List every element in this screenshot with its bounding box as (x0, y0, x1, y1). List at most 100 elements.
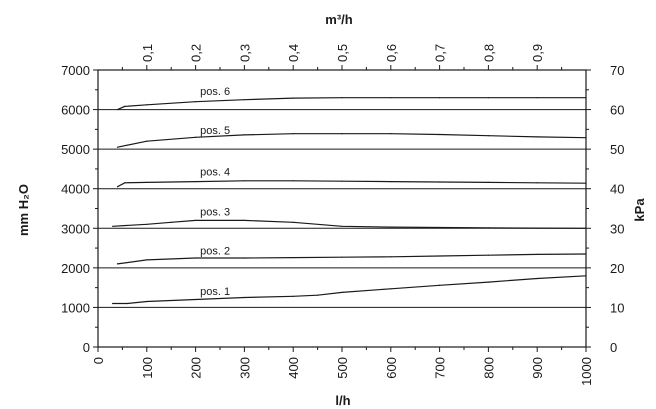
x-tick-label-900: 900 (530, 357, 545, 379)
series-3-point-0 (112, 225, 114, 227)
series-4-point-0 (116, 186, 119, 188)
series-2-point-1 (146, 259, 148, 261)
x2-tick-label-4: 0,5 (335, 44, 350, 62)
y-tick-label-1000: 1000 (61, 300, 90, 315)
series-1-point-3 (195, 298, 197, 301)
x2-tick-label-6: 0,7 (433, 44, 448, 62)
x2-tick-label-2: 0,3 (237, 44, 252, 62)
series-6-point-3 (195, 101, 197, 103)
series-5-point-7 (439, 133, 441, 136)
x-tick-label-700: 700 (433, 357, 448, 379)
series-1-point-1 (126, 302, 128, 305)
series-5-point-4 (292, 133, 294, 135)
y2-tick-label-30: 30 (610, 221, 624, 236)
x2-tick-label-7: 0,8 (481, 44, 496, 62)
series-4-point-7 (390, 180, 392, 183)
series-line-6 (117, 97, 586, 111)
left-axis-title: mm H₂O (16, 184, 31, 236)
series-2-point-2 (195, 257, 197, 259)
y-tick-label-4000: 4000 (61, 182, 90, 197)
series-1-point-11 (536, 277, 538, 280)
plot-frame (97, 69, 587, 348)
series-6-point-4 (243, 99, 245, 101)
tick-layer: 0100020003000400050006000700001020304050… (61, 44, 624, 386)
series-5-point-6 (390, 133, 392, 135)
series-4-point-4 (243, 180, 245, 182)
grid-layer (98, 69, 586, 348)
series-5-point-3 (243, 134, 245, 136)
right-axis-title: kPa (632, 198, 647, 222)
series-2-point-7 (439, 255, 441, 257)
series-label-5: pos. 5 (200, 125, 230, 137)
y-tick-label-6000: 6000 (61, 103, 90, 118)
series-4-point-6 (341, 180, 343, 182)
x-tick-label-0: 0 (91, 357, 106, 364)
x-tick-label-800: 800 (481, 357, 496, 379)
y-tick-label-0: 0 (83, 340, 90, 355)
x2-tick-label-5: 0,6 (384, 44, 399, 62)
y2-tick-label-40: 40 (610, 182, 624, 197)
series-1-point-9 (439, 284, 441, 286)
series-1-point-6 (317, 294, 319, 296)
series-6-point-6 (341, 97, 343, 99)
y2-tick-label-50: 50 (610, 142, 624, 157)
series-3-point-6 (341, 225, 343, 227)
x2-tick-label-3: 0,4 (286, 44, 301, 62)
series-6-point-5 (292, 97, 294, 99)
series-5-point-9 (536, 136, 538, 138)
series-layer: pos. 1 pos. 2 pos. 3 pos. 4 pos. 5 pos. 6 (112, 86, 587, 305)
series-line-4 (117, 180, 587, 188)
series-line-3 (112, 219, 587, 229)
series-1-point-4 (243, 296, 245, 299)
series-6-point-2 (146, 104, 148, 106)
series-4-point-8 (439, 181, 441, 183)
series-label-2: pos. 2 (200, 245, 230, 257)
y2-tick-label-60: 60 (610, 103, 624, 118)
y2-tick-label-10: 10 (610, 300, 624, 315)
series-6-point-1 (124, 105, 126, 108)
series-3-point-5 (292, 221, 294, 223)
y2-tick-label-70: 70 (610, 63, 624, 78)
series-line-2 (117, 253, 587, 265)
series-1-point-8 (390, 288, 392, 290)
x-tick-label-300: 300 (237, 357, 252, 379)
series-1-point-10 (487, 281, 489, 283)
series-3-point-2 (170, 221, 172, 223)
x-tick-label-400: 400 (286, 357, 301, 379)
series-3-point-4 (243, 219, 245, 221)
series-3-point-10 (536, 227, 538, 229)
series-2-point-5 (341, 256, 343, 258)
series-5-point-5 (341, 133, 343, 135)
y2-tick-label-20: 20 (610, 261, 624, 276)
series-6-point-0 (116, 108, 119, 111)
series-3-point-7 (390, 226, 392, 228)
series-6-point-10 (536, 97, 538, 99)
series-4-point-1 (124, 182, 126, 184)
x-tick-label-600: 600 (384, 357, 399, 379)
series-4-point-5 (292, 180, 294, 182)
top-axis-title: m³/h (325, 12, 353, 27)
x-tick-label-200: 200 (189, 357, 204, 379)
y-tick-label-7000: 7000 (61, 63, 90, 78)
series-line-1 (112, 275, 587, 305)
series-3-point-3 (195, 219, 197, 221)
series-4-point-9 (487, 181, 489, 183)
series-label-3: pos. 3 (200, 207, 230, 219)
y2-tick-label-0: 0 (610, 340, 617, 355)
x2-tick-label-8: 0,9 (530, 44, 545, 62)
series-2-point-9 (536, 253, 538, 256)
series-1-point-0 (112, 302, 114, 305)
series-5-point-1 (146, 140, 148, 142)
series-label-1: pos. 1 (200, 286, 230, 298)
series-5-point-0 (116, 146, 119, 148)
series-4-point-10 (536, 182, 538, 184)
bottom-axis-title: l/h (335, 393, 350, 408)
series-4-point-3 (195, 180, 197, 183)
series-5-point-2 (195, 136, 197, 138)
series-1-point-5 (292, 295, 294, 297)
series-2-point-6 (390, 256, 392, 258)
series-1-point-7 (341, 291, 343, 293)
series-label-6: pos. 6 (200, 86, 230, 98)
